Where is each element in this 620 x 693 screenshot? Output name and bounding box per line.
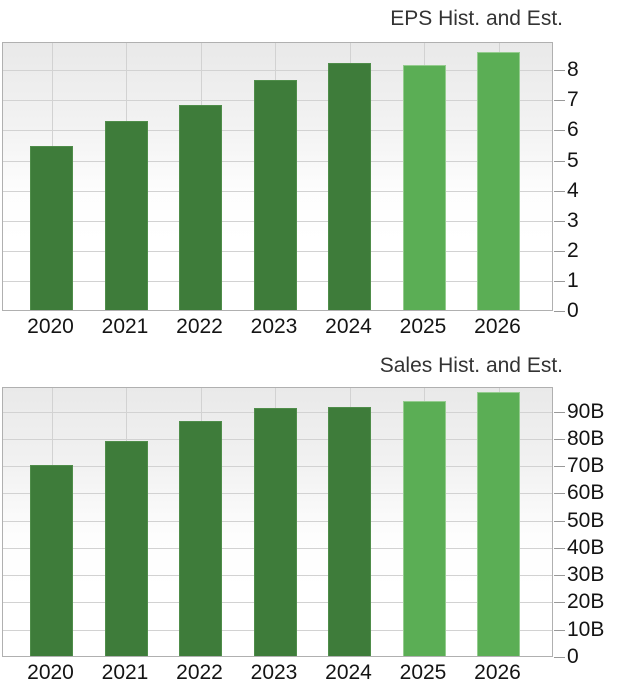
y-axis-label: 7 — [567, 88, 579, 112]
y-axis-tick — [554, 466, 565, 468]
eps-chart-plot-area — [2, 42, 553, 311]
y-axis-tick — [554, 520, 565, 522]
y-axis-tick — [554, 311, 565, 312]
y-axis-label: 6 — [567, 118, 579, 142]
y-axis-label: 1 — [567, 268, 579, 292]
y-axis-label: 40B — [567, 535, 605, 559]
y-axis-tick — [554, 190, 565, 192]
x-axis-label-2020: 2020 — [27, 661, 74, 684]
y-axis-tick — [554, 130, 565, 132]
y-axis-tick — [554, 220, 565, 222]
y-axis-label: 2 — [567, 238, 579, 262]
bar-2022-eps — [179, 104, 222, 310]
x-axis-label-2024: 2024 — [325, 315, 372, 338]
x-axis-label-2021: 2021 — [101, 315, 149, 338]
y-axis-label: 20B — [567, 590, 605, 614]
bar-2025-sales — [402, 401, 446, 656]
y-axis-label: 0 — [567, 299, 579, 322]
bar-2022-sales — [179, 420, 222, 656]
y-axis-tick — [554, 575, 565, 577]
y-axis-label: 50B — [567, 508, 605, 532]
sales-chart-plot-area — [2, 387, 553, 657]
y-axis-label: 0 — [567, 645, 579, 668]
y-axis-label: 30B — [567, 563, 605, 587]
y-axis-tick — [554, 493, 565, 495]
y-axis-tick — [554, 657, 565, 658]
y-axis-tick — [554, 547, 565, 549]
x-axis-label-2024: 2024 — [325, 661, 372, 684]
x-axis-label-2022: 2022 — [176, 661, 223, 684]
x-axis-label-2026: 2026 — [474, 661, 521, 684]
bar-2026-sales — [477, 392, 520, 656]
horizontal-gridline — [3, 70, 552, 72]
x-axis-label-2021: 2021 — [101, 661, 149, 684]
x-axis-label-2022: 2022 — [176, 315, 223, 338]
y-axis-tick — [554, 629, 565, 631]
x-axis-label-2025: 2025 — [399, 315, 447, 338]
bar-2021-sales — [104, 440, 148, 656]
x-axis-label-2023: 2023 — [250, 315, 298, 338]
y-axis-tick — [554, 160, 565, 162]
x-axis-label-2020: 2020 — [27, 315, 74, 338]
x-axis-label-2025: 2025 — [399, 661, 447, 684]
bar-2023-eps — [253, 80, 297, 310]
y-axis-tick — [554, 602, 565, 604]
bar-2024-eps — [328, 63, 371, 310]
y-axis-tick — [554, 70, 565, 72]
bar-2026-eps — [477, 52, 520, 310]
x-axis-label-2026: 2026 — [474, 315, 521, 338]
y-axis-tick — [554, 100, 565, 102]
y-axis-label: 90B — [567, 399, 605, 423]
y-axis-tick — [554, 250, 565, 252]
y-axis-label: 70B — [567, 454, 605, 478]
y-axis-label: 60B — [567, 481, 605, 505]
bar-2021-eps — [104, 121, 148, 310]
bar-2025-eps — [402, 65, 446, 310]
x-axis-label-2023: 2023 — [250, 661, 298, 684]
y-axis-label: 8 — [567, 58, 579, 82]
bar-2020-sales — [30, 465, 73, 656]
y-axis-tick — [554, 438, 565, 440]
bar-2020-eps — [30, 146, 73, 310]
bar-2024-sales — [328, 407, 371, 656]
y-axis-tick — [554, 280, 565, 282]
eps-chart-title: EPS Hist. and Est. — [390, 7, 563, 30]
sales-chart-title: Sales Hist. and Est. — [379, 354, 563, 377]
y-axis-label: 3 — [567, 208, 579, 232]
y-axis-label: 5 — [567, 148, 579, 172]
bar-2023-sales — [253, 408, 297, 656]
y-axis-label: 4 — [567, 178, 579, 202]
y-axis-label: 80B — [567, 426, 605, 450]
y-axis-tick — [554, 411, 565, 413]
y-axis-label: 10B — [567, 617, 605, 641]
